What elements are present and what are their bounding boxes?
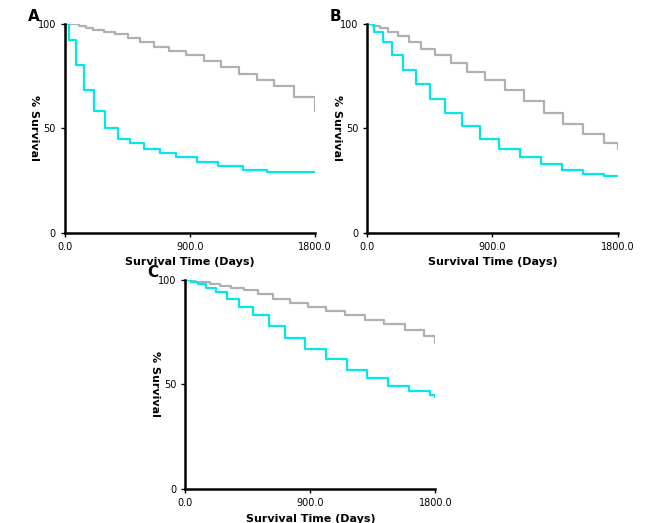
Y-axis label: % Survival: % Survival — [150, 351, 159, 417]
X-axis label: Survival Time (Days): Survival Time (Days) — [428, 257, 557, 267]
Text: A: A — [27, 9, 39, 24]
X-axis label: Survival Time (Days): Survival Time (Days) — [125, 257, 255, 267]
Y-axis label: % Survival: % Survival — [332, 95, 341, 161]
Y-axis label: % Survival: % Survival — [29, 95, 39, 161]
Text: B: B — [330, 9, 341, 24]
X-axis label: Survival Time (Days): Survival Time (Days) — [246, 514, 375, 523]
Text: C: C — [148, 265, 159, 280]
